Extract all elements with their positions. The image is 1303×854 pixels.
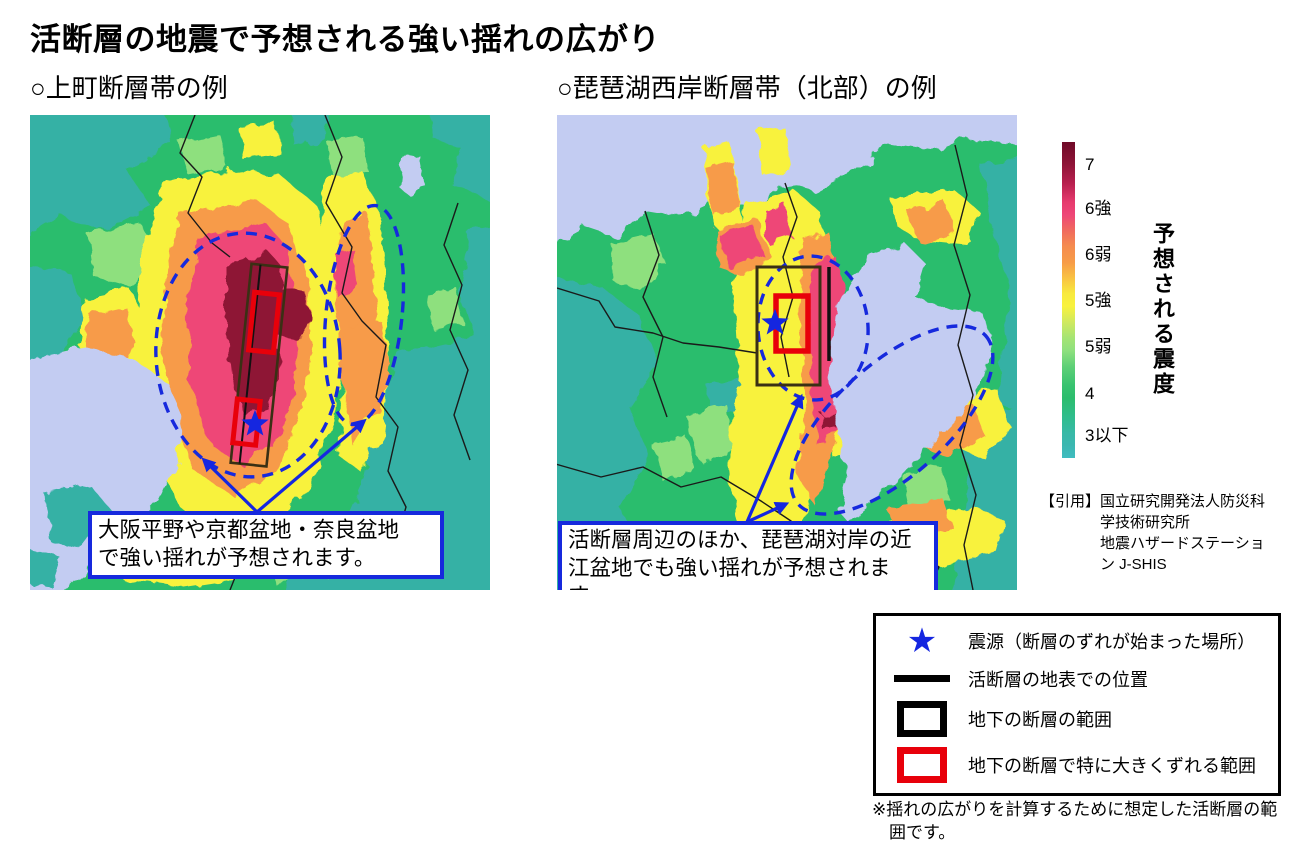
intensity-label-3-or-less: 3以下 xyxy=(1085,426,1129,445)
legend-row-epicenter: ★ 震源（断層のずれが始まった場所） xyxy=(876,621,1278,660)
intensity-label-7: 7 xyxy=(1085,155,1095,174)
citation-label: 【引用】 xyxy=(1040,493,1101,510)
map-annotations xyxy=(154,203,406,514)
small-lake-water xyxy=(399,156,425,198)
right-map-svg xyxy=(557,115,1017,590)
strong-shaking-ellipse-omi-basin xyxy=(789,324,995,516)
left-map-callout: 大阪平野や京都盆地・奈良盆地 で強い揺れが予想されます。 xyxy=(88,511,444,579)
intensity-colorbar xyxy=(1062,142,1075,458)
epicenter-star-icon xyxy=(761,308,789,335)
right-map-title: ○琵琶湖西岸断層帯（北部）の例 xyxy=(557,73,937,103)
intensity-scale-title: 予想される震度 xyxy=(1150,222,1175,397)
epicenter-star-icon: ★ xyxy=(906,621,938,660)
strong-shaking-ellipse-osaka xyxy=(154,231,342,479)
epicenter-star-icon xyxy=(241,409,269,436)
legend-label: 地下の断層で特に大きくずれる範囲 xyxy=(968,756,1256,777)
map-symbol-legend: ★ 震源（断層のずれが始まった場所） 活断層の地表での位置 地下の断層の範囲 地… xyxy=(873,613,1281,796)
intensity-label-5-strong: 5強 xyxy=(1085,291,1112,310)
callout-arrow xyxy=(201,457,259,514)
intensity-label-6-weak: 6弱 xyxy=(1085,245,1112,264)
intensity-label-6-strong: 6強 xyxy=(1085,199,1112,218)
legend-row-underground-fault: 地下の断層の範囲 xyxy=(876,701,1278,738)
intensity-label-4: 4 xyxy=(1085,384,1095,403)
callout-arrow xyxy=(255,418,367,514)
callout-arrow xyxy=(746,502,790,524)
underground-fault-extent-rect xyxy=(229,262,289,468)
left-map-title: ○上町断層帯の例 xyxy=(30,73,228,103)
citation-text: 国立研究開発法人防災科 学技術研究所 地震ハザードステーショ ン J-SHIS xyxy=(1100,493,1266,573)
legend-note: ※揺れの広がりを計算するために想定した活断層の範 囲です。 xyxy=(872,800,1278,842)
callout-arrow xyxy=(745,393,804,523)
legend-label: 地下の断層の範囲 xyxy=(968,710,1112,731)
legend-label: 震源（断層のずれが始まった場所） xyxy=(968,631,1256,652)
underground-fault-rect-icon xyxy=(897,701,947,738)
legend-row-large-slip: 地下の断層で特に大きくずれる範囲 xyxy=(876,747,1278,784)
lake-biwa-water xyxy=(829,243,993,523)
fault-surface-line-icon xyxy=(894,675,950,683)
right-map-figure: 活断層周辺のほか、琵琶湖対岸の近 江盆地でも強い揺れが予想されます。 xyxy=(557,115,1017,590)
right-map-callout: 活断層周辺のほか、琵琶湖対岸の近 江盆地でも強い揺れが予想されます。 xyxy=(558,521,938,590)
left-map-svg xyxy=(30,115,490,590)
page-title: 活断層の地震で予想される強い揺れの広がり xyxy=(30,22,660,57)
citation-block: 【引用】 国立研究開発法人防災科 学技術研究所 地震ハザードステーショ ン J-S… xyxy=(1040,491,1265,575)
sea-water xyxy=(557,115,1017,243)
surface-fault-line xyxy=(238,264,262,464)
underground-fault-extent-rect xyxy=(755,265,822,387)
legend-label: 活断層の地表での位置 xyxy=(968,669,1148,690)
large-slip-rect-upper xyxy=(245,289,283,356)
intensity-label-5-weak: 5弱 xyxy=(1085,337,1112,356)
large-slip-rect-icon xyxy=(897,747,947,784)
map-annotations xyxy=(745,254,995,524)
left-map-figure: 大阪平野や京都盆地・奈良盆地 で強い揺れが予想されます。 xyxy=(30,115,490,590)
legend-row-surface-fault: 活断層の地表での位置 xyxy=(876,666,1278,692)
